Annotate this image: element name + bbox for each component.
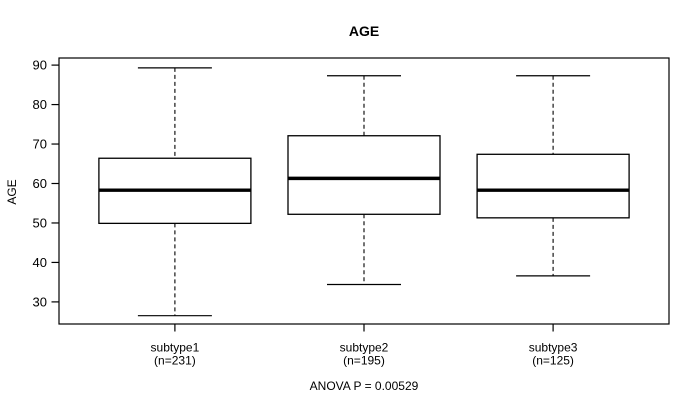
x-category-count: (n=125) bbox=[532, 354, 574, 368]
y-tick-label: 50 bbox=[33, 215, 47, 230]
y-tick-label: 60 bbox=[33, 176, 47, 191]
y-tick-label: 80 bbox=[33, 97, 47, 112]
y-tick-label: 30 bbox=[33, 294, 47, 309]
x-category-count: (n=231) bbox=[154, 354, 196, 368]
y-tick-label: 70 bbox=[33, 137, 47, 152]
x-category-label: subtype2 bbox=[340, 341, 389, 355]
box-subtype3 bbox=[476, 153, 630, 219]
x-category-count: (n=195) bbox=[343, 354, 385, 368]
chart-title: AGE bbox=[348, 23, 380, 39]
anova-annotation: ANOVA P = 0.00529 bbox=[309, 379, 419, 393]
y-tick-label: 90 bbox=[33, 58, 47, 73]
box-subtype2 bbox=[287, 135, 441, 215]
x-category-label: subtype1 bbox=[151, 341, 200, 355]
x-category-label: subtype3 bbox=[529, 341, 578, 355]
y-tick-label: 40 bbox=[33, 255, 47, 270]
